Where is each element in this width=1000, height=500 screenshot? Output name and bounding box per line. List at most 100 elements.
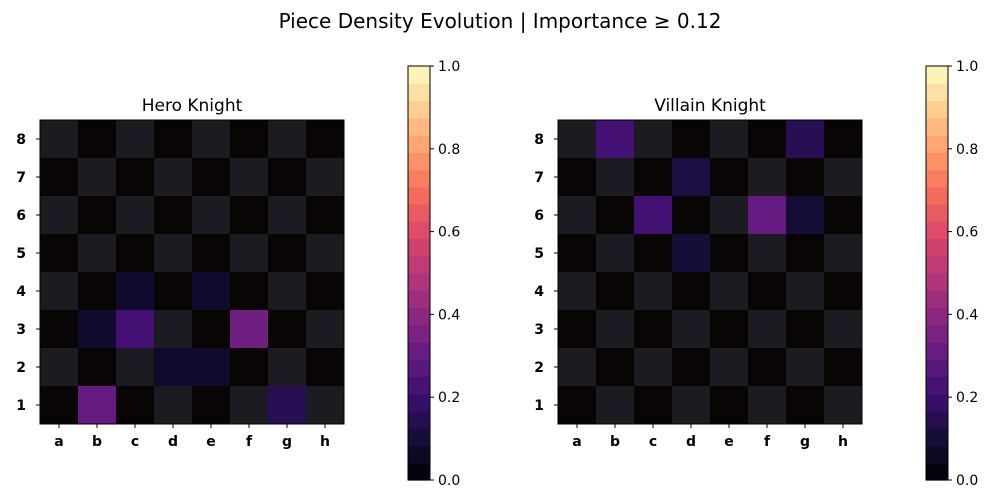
hero-colorbar-tick-label: 0.8 bbox=[438, 142, 460, 158]
villain-cell-f3 bbox=[748, 310, 787, 349]
hero-cell-a6 bbox=[40, 196, 79, 235]
hero-x-tick-label: d bbox=[168, 434, 178, 450]
hero-cell-h6 bbox=[306, 196, 345, 235]
villain-cell-e1 bbox=[710, 386, 749, 425]
villain-y-tick-label: 7 bbox=[534, 170, 544, 186]
hero-cell-f3 bbox=[230, 310, 269, 349]
hero-plot-frame bbox=[39, 119, 345, 425]
villain-cell-b7 bbox=[596, 158, 635, 197]
hero-x-tick-label: h bbox=[320, 434, 330, 450]
villain-x-tick-label: d bbox=[686, 434, 696, 450]
villain-colorbar-band bbox=[926, 186, 948, 205]
hero-cell-f1 bbox=[230, 386, 269, 425]
hero-cell-c2 bbox=[116, 348, 155, 387]
villain-cell-c5 bbox=[634, 234, 673, 273]
hero-colorbar-band bbox=[408, 324, 430, 343]
villain-y-tick-label: 5 bbox=[534, 246, 544, 262]
villain-cell-g5 bbox=[786, 234, 825, 273]
villain-cell-g3 bbox=[786, 310, 825, 349]
villain-cell-b4 bbox=[596, 272, 635, 311]
hero-colorbar-band bbox=[408, 307, 430, 326]
hero-cell-h8 bbox=[306, 120, 345, 159]
hero-cell-g7 bbox=[268, 158, 307, 197]
hero-cell-b3 bbox=[78, 310, 117, 349]
hero-cell-h2 bbox=[306, 348, 345, 387]
villain-cell-e5 bbox=[710, 234, 749, 273]
hero-colorbar-band bbox=[408, 255, 430, 274]
villain-colorbar-band bbox=[926, 238, 948, 257]
hero-y-tick-label: 4 bbox=[16, 284, 26, 300]
villain-colorbar-band bbox=[926, 359, 948, 378]
villain-colorbar-frame bbox=[925, 65, 949, 481]
villain-cell-d3 bbox=[672, 310, 711, 349]
hero-cell-b1 bbox=[78, 386, 117, 425]
villain-colorbar-band bbox=[926, 255, 948, 274]
hero-cell-b2 bbox=[78, 348, 117, 387]
villain-cell-c7 bbox=[634, 158, 673, 197]
hero-cell-e2 bbox=[192, 348, 231, 387]
villain-cell-c8 bbox=[634, 120, 673, 159]
villain-cell-f8 bbox=[748, 120, 787, 159]
hero-cell-a3 bbox=[40, 310, 79, 349]
hero-colorbar-band bbox=[408, 428, 430, 447]
villain-cell-d2 bbox=[672, 348, 711, 387]
villain-cell-f5 bbox=[748, 234, 787, 273]
hero-cell-g6 bbox=[268, 196, 307, 235]
villain-cell-g6 bbox=[786, 196, 825, 235]
villain-colorbar-band bbox=[926, 152, 948, 171]
villain-cell-d6 bbox=[672, 196, 711, 235]
villain-cell-d8 bbox=[672, 120, 711, 159]
hero-cell-d8 bbox=[154, 120, 193, 159]
villain-colorbar-band bbox=[926, 445, 948, 464]
villain-cell-a3 bbox=[558, 310, 597, 349]
hero-cell-e7 bbox=[192, 158, 231, 197]
villain-cell-g1 bbox=[786, 386, 825, 425]
villain-cell-e7 bbox=[710, 158, 749, 197]
hero-colorbar-frame bbox=[407, 65, 431, 481]
villain-y-tick-label: 2 bbox=[534, 360, 544, 376]
villain-cell-b6 bbox=[596, 196, 635, 235]
villain-colorbar-band bbox=[926, 428, 948, 447]
hero-cell-c8 bbox=[116, 120, 155, 159]
hero-colorbar-band bbox=[408, 376, 430, 395]
villain-cell-b3 bbox=[596, 310, 635, 349]
hero-cell-g3 bbox=[268, 310, 307, 349]
hero-colorbar-band bbox=[408, 393, 430, 412]
hero-colorbar-band bbox=[408, 411, 430, 429]
villain-cell-h3 bbox=[824, 310, 863, 349]
villain-cell-b8 bbox=[596, 120, 635, 159]
villain-y-tick-label: 1 bbox=[534, 398, 544, 414]
hero-cell-d7 bbox=[154, 158, 193, 197]
hero-x-tick-label: b bbox=[92, 434, 102, 450]
hero-cell-h3 bbox=[306, 310, 345, 349]
villain-colorbar-tick-label: 0.6 bbox=[956, 225, 978, 241]
villain-colorbar-band bbox=[926, 273, 948, 291]
villain-cell-f2 bbox=[748, 348, 787, 387]
villain-cell-c4 bbox=[634, 272, 673, 311]
villain-x-tick-label: h bbox=[838, 434, 848, 450]
villain-cell-d1 bbox=[672, 386, 711, 425]
hero-colorbar-band bbox=[408, 117, 430, 136]
hero-cell-f6 bbox=[230, 196, 269, 235]
hero-x-tick-label: c bbox=[131, 434, 139, 450]
hero-cell-e4 bbox=[192, 272, 231, 311]
villain-cell-e6 bbox=[710, 196, 749, 235]
hero-cell-c5 bbox=[116, 234, 155, 273]
hero-colorbar-tick-label: 1.0 bbox=[438, 59, 460, 75]
villain-colorbar-band bbox=[926, 324, 948, 343]
villain-x-tick-label: c bbox=[649, 434, 657, 450]
villain-cell-a6 bbox=[558, 196, 597, 235]
villain-colorbar-tick-label: 1.0 bbox=[956, 59, 978, 75]
villain-cell-g8 bbox=[786, 120, 825, 159]
hero-x-tick-label: a bbox=[54, 434, 63, 450]
figure-title: Piece Density Evolution | Importance ≥ 0… bbox=[279, 9, 722, 33]
hero-cell-g5 bbox=[268, 234, 307, 273]
villain-cell-g2 bbox=[786, 348, 825, 387]
hero-cell-f2 bbox=[230, 348, 269, 387]
hero-cell-b7 bbox=[78, 158, 117, 197]
villain-cell-f4 bbox=[748, 272, 787, 311]
villain-plot-frame bbox=[557, 119, 863, 425]
villain-cell-c2 bbox=[634, 348, 673, 387]
villain-x-tick-label: f bbox=[764, 434, 771, 450]
